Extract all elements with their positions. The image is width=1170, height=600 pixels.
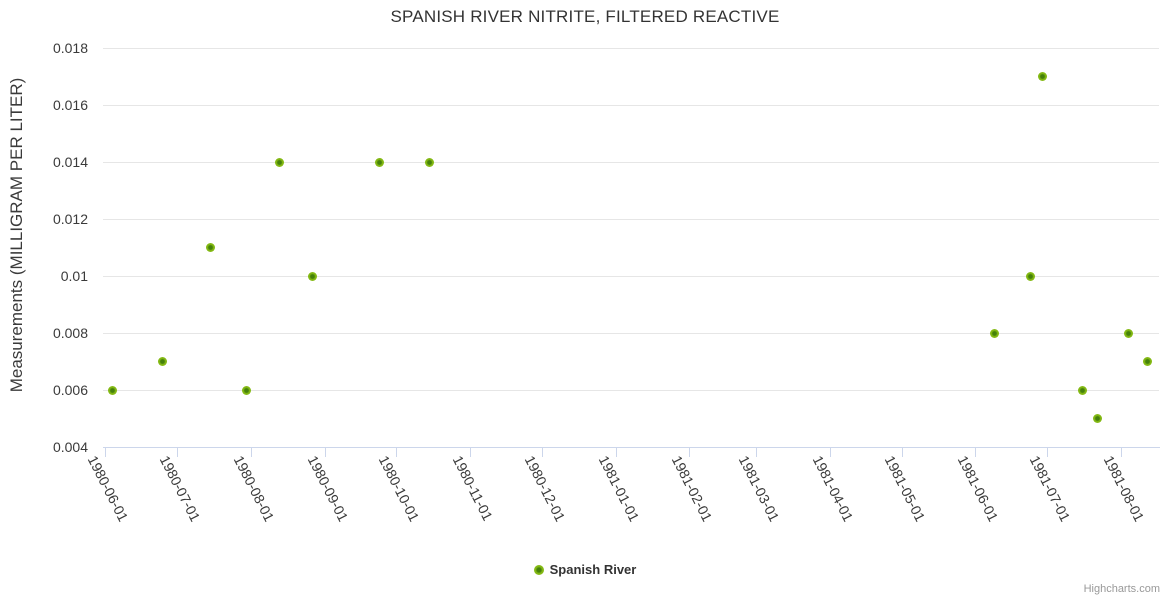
x-axis-label: 1981-08-01 <box>1100 453 1148 525</box>
x-axis-label: 1980-06-01 <box>85 453 132 525</box>
x-axis-tick <box>250 447 252 457</box>
y-axis-label: 0.014 <box>52 154 88 170</box>
highcharts-credits-link[interactable]: Highcharts.com <box>1083 583 1160 595</box>
x-axis-label: 1980-07-01 <box>156 453 204 525</box>
y-axis-label: 0.006 <box>52 382 88 398</box>
data-point[interactable] <box>205 243 215 252</box>
x-axis-tick <box>689 447 691 457</box>
data-point[interactable] <box>274 157 284 167</box>
x-axis-label: 1981-04-01 <box>809 453 857 525</box>
grid-line-y <box>103 333 1159 334</box>
y-axis-label: 0.01 <box>60 268 88 284</box>
grid-line-y <box>103 276 1159 277</box>
legend: Spanish River <box>0 562 1170 577</box>
x-axis-label: 1981-05-01 <box>881 453 929 525</box>
data-point[interactable] <box>158 357 168 366</box>
x-axis-tick <box>756 447 758 457</box>
y-axis-label: 0.008 <box>52 325 88 341</box>
x-axis-tick <box>975 447 977 457</box>
x-axis-label: 1980-10-01 <box>375 453 423 525</box>
x-axis-label: 1981-02-01 <box>669 453 716 525</box>
grid-line-y <box>103 162 1159 163</box>
data-point[interactable] <box>241 385 251 395</box>
x-axis-label: 1980-11-01 <box>449 453 497 524</box>
y-axis-label: 0.004 <box>52 439 88 455</box>
x-axis-tick <box>105 447 107 457</box>
x-axis-label: 1980-08-01 <box>230 453 278 525</box>
legend-label: Spanish River <box>549 562 637 577</box>
x-axis-label: 1981-07-01 <box>1026 453 1074 525</box>
x-axis-tick <box>1046 447 1048 457</box>
grid-line-y <box>103 390 1159 391</box>
x-axis-label: 1981-01-01 <box>595 453 643 525</box>
x-axis-tick <box>615 447 617 457</box>
data-point[interactable] <box>108 385 118 395</box>
legend-item-spanish-river[interactable]: Spanish River <box>533 562 637 577</box>
data-point[interactable] <box>375 157 384 167</box>
x-axis-tick <box>830 447 832 457</box>
grid-line-y <box>103 219 1159 220</box>
x-axis-tick <box>901 447 903 457</box>
x-axis-line <box>103 447 1160 448</box>
x-axis-tick <box>541 447 543 457</box>
x-axis-tick <box>396 447 398 457</box>
data-point[interactable] <box>1025 271 1035 281</box>
x-axis-tick <box>324 447 326 457</box>
y-axis-label: 0.018 <box>52 40 88 56</box>
data-point[interactable] <box>1078 385 1088 395</box>
x-axis-label: 1980-12-01 <box>521 453 569 525</box>
data-point[interactable] <box>1092 414 1102 423</box>
y-axis-label: 0.012 <box>52 211 88 227</box>
data-point[interactable] <box>425 157 435 167</box>
data-point[interactable] <box>1142 357 1152 366</box>
data-point[interactable] <box>1037 72 1047 81</box>
x-axis-tick <box>1120 447 1122 457</box>
data-point[interactable] <box>990 328 1000 338</box>
y-axis-title: Measurements (MILLIGRAM PER LITER) <box>7 77 26 393</box>
data-point[interactable] <box>1123 328 1133 338</box>
x-axis-label: 1981-06-01 <box>955 453 1002 525</box>
x-axis-tick <box>176 447 178 457</box>
x-axis-label: 1981-03-01 <box>735 453 783 525</box>
data-point[interactable] <box>308 271 318 281</box>
grid-line-y <box>103 48 1159 49</box>
y-axis-label: 0.016 <box>52 97 88 113</box>
x-axis-label: 1980-09-01 <box>304 453 352 525</box>
series-marker-icon <box>533 564 544 575</box>
grid-line-y <box>103 105 1159 106</box>
chart-title: SPANISH RIVER NITRITE, FILTERED REACTIVE <box>390 7 780 26</box>
x-axis-tick <box>470 447 472 457</box>
